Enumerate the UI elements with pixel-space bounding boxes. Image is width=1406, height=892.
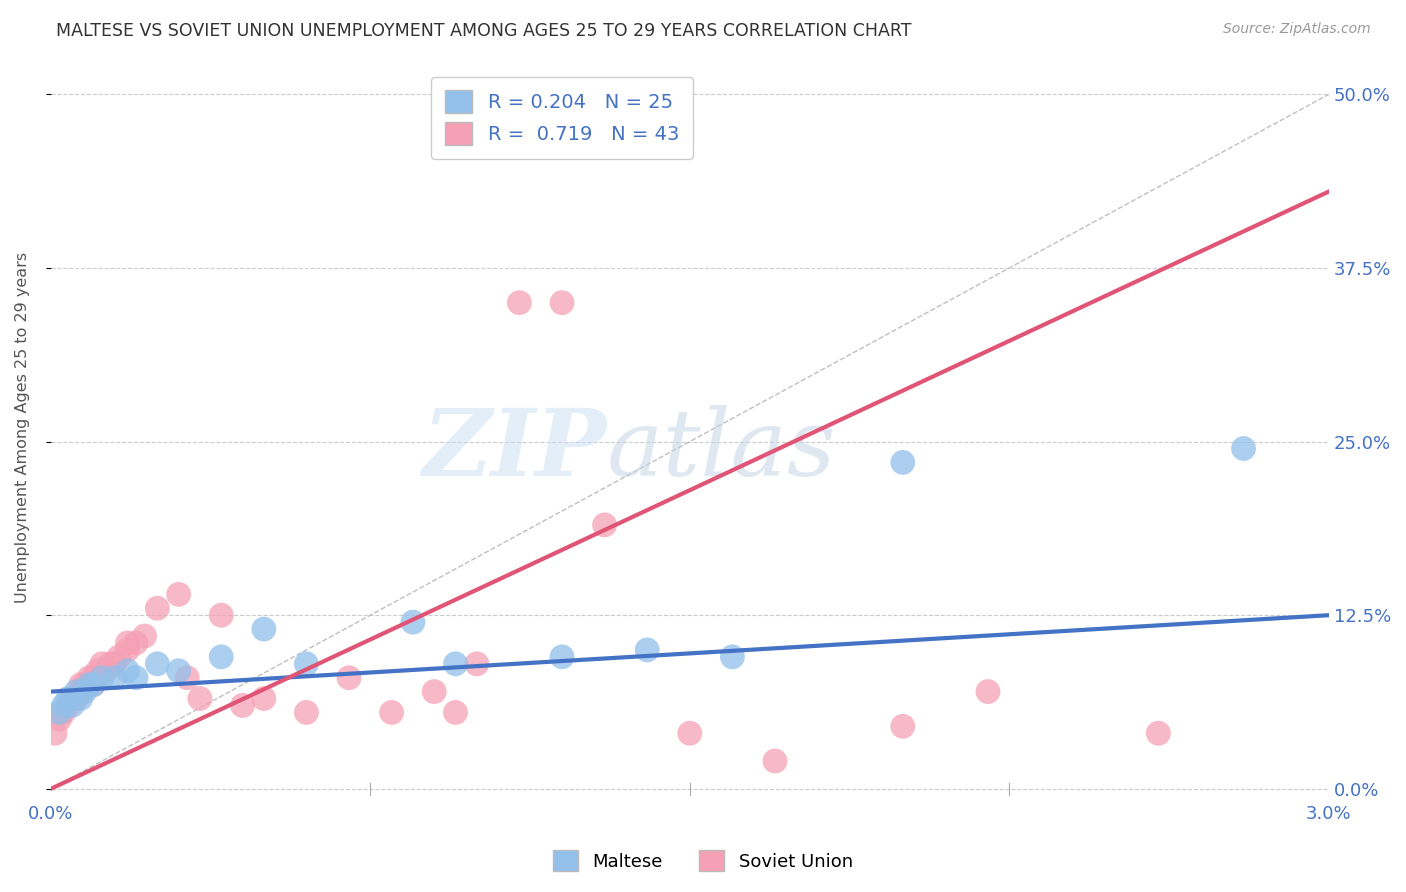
Point: [231, 698, 253, 713]
Point: [48, 706, 70, 720]
Point: [73, 678, 96, 692]
Point: [593, 517, 616, 532]
Point: [117, 643, 139, 657]
Point: [253, 691, 276, 706]
Point: [100, 657, 122, 671]
Point: [73, 684, 96, 698]
Point: [146, 601, 169, 615]
Point: [82, 671, 104, 685]
Point: [117, 664, 139, 678]
Point: [104, 657, 127, 671]
Text: MALTESE VS SOVIET UNION UNEMPLOYMENT AMONG AGES 25 TO 29 YEARS CORRELATION CHART: MALTESE VS SOVIET UNION UNEMPLOYMENT AMO…: [56, 22, 911, 40]
Y-axis label: Unemployment Among Ages 25 to 29 years: Unemployment Among Ages 25 to 29 years: [15, 252, 30, 603]
Point: [91, 671, 114, 685]
Point: [444, 657, 467, 671]
Point: [56, 691, 79, 706]
Point: [69, 678, 91, 692]
Point: [69, 684, 91, 698]
Point: [977, 684, 1000, 698]
Point: [1147, 726, 1170, 740]
Point: [108, 649, 131, 664]
Point: [117, 636, 139, 650]
Point: [295, 657, 318, 671]
Point: [402, 615, 425, 629]
Point: [52, 698, 75, 713]
Point: [209, 649, 232, 664]
Point: [465, 657, 488, 671]
Point: [444, 706, 467, 720]
Point: [104, 671, 127, 685]
Point: [44, 726, 66, 740]
Point: [763, 754, 786, 768]
Point: [96, 664, 118, 678]
Point: [134, 629, 156, 643]
Point: [60, 698, 83, 713]
Point: [69, 691, 91, 706]
Point: [721, 649, 744, 664]
Point: [253, 622, 276, 636]
Point: [125, 671, 148, 685]
Point: [86, 664, 108, 678]
Point: [679, 726, 702, 740]
Point: [295, 706, 318, 720]
Point: [82, 678, 104, 692]
Point: [1232, 442, 1254, 456]
Point: [337, 671, 360, 685]
Point: [60, 691, 83, 706]
Point: [91, 657, 114, 671]
Point: [77, 671, 100, 685]
Point: [52, 706, 75, 720]
Point: [551, 295, 574, 310]
Point: [125, 636, 148, 650]
Text: ZIP: ZIP: [422, 405, 607, 495]
Point: [891, 719, 914, 733]
Legend: Maltese, Soviet Union: Maltese, Soviet Union: [546, 843, 860, 879]
Point: [551, 649, 574, 664]
Point: [77, 678, 100, 692]
Point: [176, 671, 198, 685]
Point: [636, 643, 658, 657]
Point: [56, 698, 79, 713]
Text: Source: ZipAtlas.com: Source: ZipAtlas.com: [1223, 22, 1371, 37]
Point: [82, 678, 104, 692]
Point: [167, 664, 190, 678]
Point: [423, 684, 446, 698]
Legend: R = 0.204   N = 25, R =  0.719   N = 43: R = 0.204 N = 25, R = 0.719 N = 43: [432, 77, 693, 159]
Text: atlas: atlas: [607, 405, 837, 495]
Point: [65, 691, 87, 706]
Point: [48, 712, 70, 726]
Point: [209, 608, 232, 623]
Point: [891, 455, 914, 469]
Point: [508, 295, 530, 310]
Point: [381, 706, 404, 720]
Point: [167, 587, 190, 601]
Point: [188, 691, 211, 706]
Point: [146, 657, 169, 671]
Point: [65, 684, 87, 698]
